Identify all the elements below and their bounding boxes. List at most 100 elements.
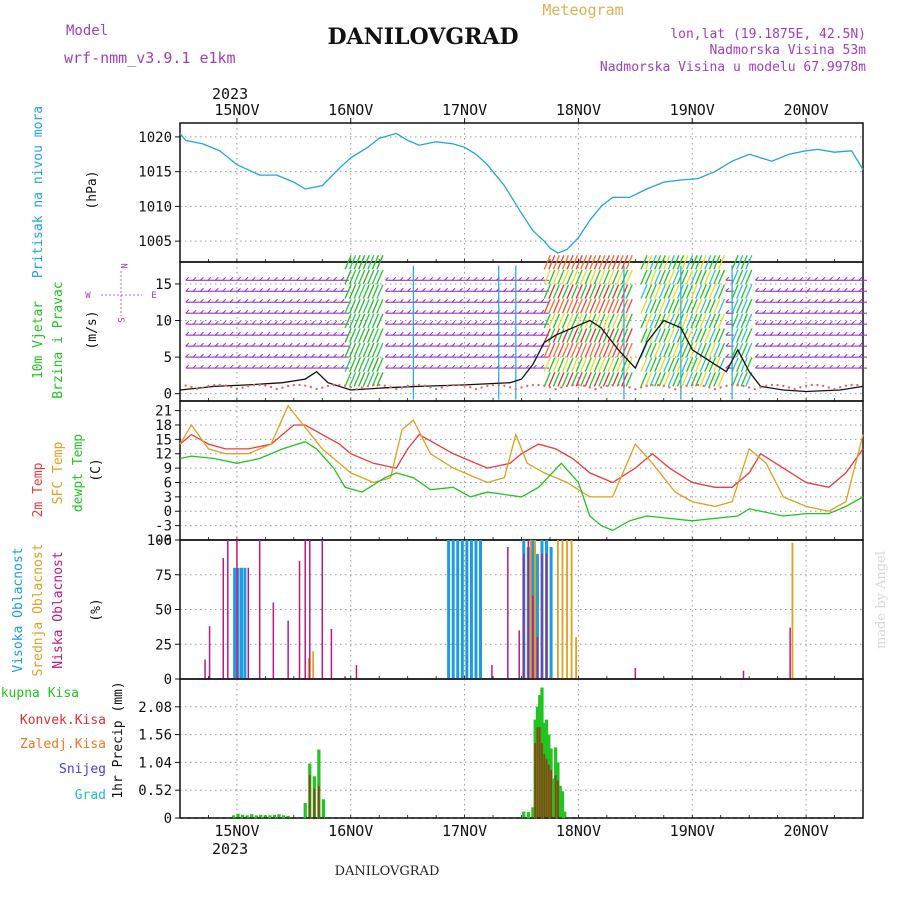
storm-barb (362, 255, 370, 270)
wind-barb-flag (266, 309, 271, 314)
wind-barb-flag (259, 364, 264, 369)
gust-dot (463, 384, 466, 387)
wind-barb-flag (303, 342, 308, 347)
storm-barb (699, 255, 707, 270)
storm-barb (672, 255, 680, 270)
wind-barb-flag (399, 342, 404, 347)
total-precip-bar (286, 815, 290, 818)
wind-barb-flag (200, 320, 204, 325)
storm-barb (552, 255, 560, 270)
wind-barb-flag (784, 298, 789, 303)
wind-barb-flag (214, 276, 219, 281)
wind-barb-flag (214, 298, 219, 303)
gust-dot (389, 385, 392, 389)
top-day-label: 20NOV (784, 101, 829, 119)
storm-barb (362, 313, 370, 329)
wind-barb-flag (488, 342, 493, 347)
wind-barb-flag (473, 364, 478, 369)
storm-barb (575, 372, 583, 387)
storm-barb (589, 269, 597, 285)
wind-barb-flag (392, 298, 397, 303)
wind-barb-flag (725, 276, 730, 281)
wind-barb-flag (488, 287, 493, 292)
compass-n: N (118, 263, 128, 268)
storm-barb (708, 284, 716, 299)
wind-barb-flag (799, 320, 804, 325)
storm-barb (575, 357, 583, 372)
storm-barb (566, 269, 574, 285)
storm-barb (362, 357, 370, 372)
precip-legend-conv: Konvek.Kisa (20, 713, 106, 728)
wind-barb-flag (399, 320, 404, 325)
wind-barb-flag (244, 276, 249, 281)
y-tick-label: -6 (155, 533, 172, 549)
storm-barb (699, 372, 707, 387)
y-tick-label: 0 (164, 811, 172, 827)
storm-barb (713, 269, 721, 285)
gust-dot (617, 383, 620, 387)
storm-barb (649, 255, 657, 270)
convective-precip-bar (538, 727, 541, 818)
wind-panel: 0 5 10 15 (155, 255, 868, 403)
wind-barb-flag (311, 331, 315, 336)
wind-barb-flag (318, 287, 323, 292)
wind-barb-flag (274, 342, 278, 347)
wind-barb-flag (185, 298, 190, 303)
gust-dot (605, 384, 609, 388)
wind-barb-flag (466, 298, 471, 303)
wind-barb-flag (266, 287, 271, 292)
storm-barb (580, 342, 588, 358)
storm-barb (557, 255, 565, 270)
gust-dot (486, 384, 489, 388)
storm-barb (548, 298, 556, 314)
storm-barb (640, 269, 648, 285)
wind-barb-flag (792, 298, 796, 303)
wind-barb-flag (303, 364, 308, 369)
wind-barb-flag (214, 331, 219, 336)
cloud-axis-unit: (%) (89, 598, 104, 621)
storm-barb (344, 342, 352, 358)
gust-dot (514, 387, 518, 391)
wind-barb-flag (281, 287, 286, 292)
wind-barb-flag (422, 364, 426, 369)
wind-barb-flag (525, 287, 530, 292)
wind-barb-flag (333, 353, 338, 358)
low-cloud-bar (344, 676, 346, 679)
wind-barb-flag (540, 309, 545, 314)
wind-barb-flag (755, 364, 759, 369)
wind-barb-flag (288, 331, 293, 336)
storm-barb (625, 284, 633, 299)
wind-barb-flag (799, 287, 804, 292)
storm-barb (695, 298, 703, 314)
storm-barb (349, 255, 357, 270)
gust-dot (702, 384, 705, 388)
wind-barb-flag (185, 331, 190, 336)
wind-barb-flag (510, 276, 515, 281)
storm-barb (561, 284, 570, 299)
wind-barb-flag (481, 298, 486, 303)
precip-panel: 0 0.52 1.04 1.56 2.08 (138, 678, 864, 827)
low-cloud-bar (532, 595, 534, 679)
wind-barb-flag (777, 309, 781, 314)
storm-barb (349, 372, 357, 387)
wind-barb-flag (510, 364, 515, 369)
gust-dot (309, 385, 313, 389)
gust-dot (531, 383, 535, 387)
gust-dot (844, 384, 848, 387)
wind-barb-flag (725, 287, 730, 292)
wind-barb-flag (414, 342, 419, 347)
storm-barb (561, 255, 570, 270)
wind-barb-flag (755, 320, 759, 325)
storm-barb (708, 372, 716, 387)
storm-barb (649, 313, 657, 329)
gust-dot (747, 386, 751, 389)
panel-frame (179, 261, 864, 402)
storm-barb (625, 372, 633, 387)
storm-barb (681, 313, 689, 329)
bottom-year-label: 2023 (212, 840, 248, 858)
wind-barb-flag (207, 342, 212, 347)
wind-barb-flag (473, 298, 478, 303)
storm-barb (690, 269, 698, 285)
storm-barb (695, 372, 703, 387)
wind-barb-flag (755, 309, 759, 314)
